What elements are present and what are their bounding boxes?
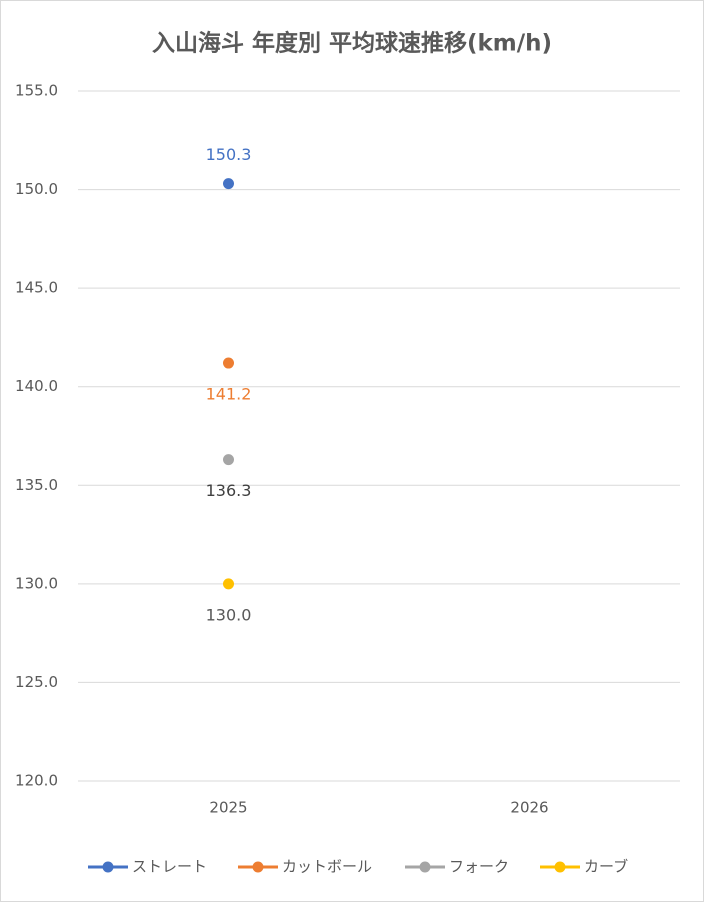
y-tick-label: 130.0: [15, 574, 58, 592]
data-label: 150.3: [206, 145, 252, 164]
legend-label: フォーク: [449, 858, 509, 876]
legend-marker: [419, 861, 431, 873]
legend-marker: [554, 861, 566, 873]
data-label: 136.3: [206, 481, 252, 500]
point: [223, 178, 234, 190]
point: [223, 357, 234, 369]
data-label: 141.2: [206, 385, 252, 404]
y-tick-label: 125.0: [15, 673, 58, 691]
y-tick-label: 150.0: [15, 180, 58, 198]
y-tick-label: 140.0: [15, 377, 58, 395]
legend-marker: [102, 861, 114, 873]
data-label: 130.0: [206, 605, 252, 624]
y-tick-label: 135.0: [15, 476, 58, 494]
legend-label: ストレート: [132, 858, 207, 876]
legend-marker: [252, 861, 264, 873]
y-tick-label: 145.0: [15, 279, 58, 297]
legend-label: カットボール: [282, 858, 372, 876]
chart-title: 入山海斗 年度別 平均球速推移(km/h): [152, 30, 552, 57]
point: [223, 454, 234, 466]
legend-label: カーブ: [584, 858, 628, 876]
y-tick-label: 120.0: [15, 772, 58, 790]
x-tick-label: 2025: [209, 799, 247, 817]
y-tick-label: 155.0: [15, 82, 58, 100]
x-tick-label: 2026: [510, 799, 548, 817]
point: [223, 578, 234, 590]
